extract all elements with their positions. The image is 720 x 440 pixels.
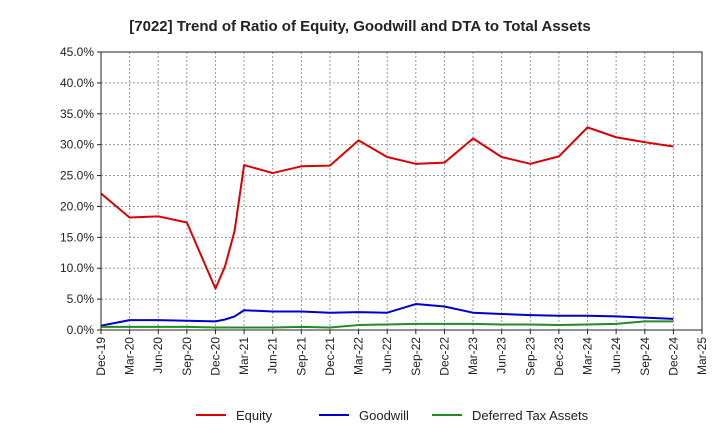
y-tick-label: 20.0%: [60, 199, 94, 213]
x-tick-label: Mar-20: [123, 337, 137, 375]
x-tick-label: Mar-23: [466, 337, 480, 375]
y-tick-label: 45.0%: [60, 45, 94, 59]
x-tick-label: Sep-23: [523, 337, 537, 376]
x-tick-label: Dec-22: [437, 337, 451, 376]
legend-label-goodwill: Goodwill: [359, 408, 409, 423]
x-tick-label: Jun-20: [151, 337, 165, 374]
x-axis-ticks: Dec-19 Mar-20 Jun-20 Sep-20 Dec-20 Mar-21 Jun-…: [94, 330, 709, 376]
equity-line: [100, 126, 674, 290]
grid: [101, 52, 702, 330]
y-tick-label: 35.0%: [60, 107, 94, 121]
legend-label-equity: Equity: [236, 408, 273, 423]
goodwill-line: [100, 303, 674, 327]
y-tick-label: 0.0%: [67, 323, 95, 337]
legend: Equity Goodwill Deferred Tax Assets: [196, 408, 589, 423]
x-tick-label: Mar-24: [581, 337, 595, 375]
x-tick-label: Jun-21: [266, 337, 280, 374]
x-tick-label: Dec-19: [94, 337, 108, 376]
x-tick-label: Sep-24: [638, 337, 652, 376]
x-tick-label: Sep-22: [409, 337, 423, 376]
x-tick-label: Mar-22: [352, 337, 366, 375]
deferred-tax-assets-line: [101, 320, 674, 329]
x-tick-label: Mar-25: [695, 337, 709, 375]
y-tick-label: 30.0%: [60, 138, 94, 152]
y-tick-label: 25.0%: [60, 169, 94, 183]
x-tick-label: Sep-20: [180, 337, 194, 376]
x-tick-label: Dec-23: [552, 337, 566, 376]
y-tick-label: 40.0%: [60, 76, 94, 90]
x-tick-label: Dec-21: [323, 337, 337, 376]
x-tick-label: Dec-20: [208, 337, 222, 376]
x-tick-label: Mar-21: [237, 337, 251, 375]
legend-label-deferred-tax-assets: Deferred Tax Assets: [472, 408, 589, 423]
x-tick-label: Sep-21: [294, 337, 308, 376]
plot-frame: [100, 51, 703, 331]
y-tick-label: 10.0%: [60, 261, 94, 275]
x-tick-label: Jun-22: [380, 337, 394, 374]
x-tick-label: Dec-24: [666, 337, 680, 376]
y-axis-ticks: 0.0% 5.0% 10.0% 15.0% 20.0% 25.0% 30.0% 35.0% 40…: [60, 45, 101, 337]
x-tick-label: Jun-23: [495, 337, 509, 374]
y-tick-label: 15.0%: [60, 230, 94, 244]
chart-title: [7022] Trend of Ratio of Equity, Goodwil…: [129, 18, 590, 35]
series-lines: [100, 126, 674, 329]
y-tick-label: 5.0%: [67, 292, 95, 306]
x-tick-label: Jun-24: [609, 337, 623, 374]
